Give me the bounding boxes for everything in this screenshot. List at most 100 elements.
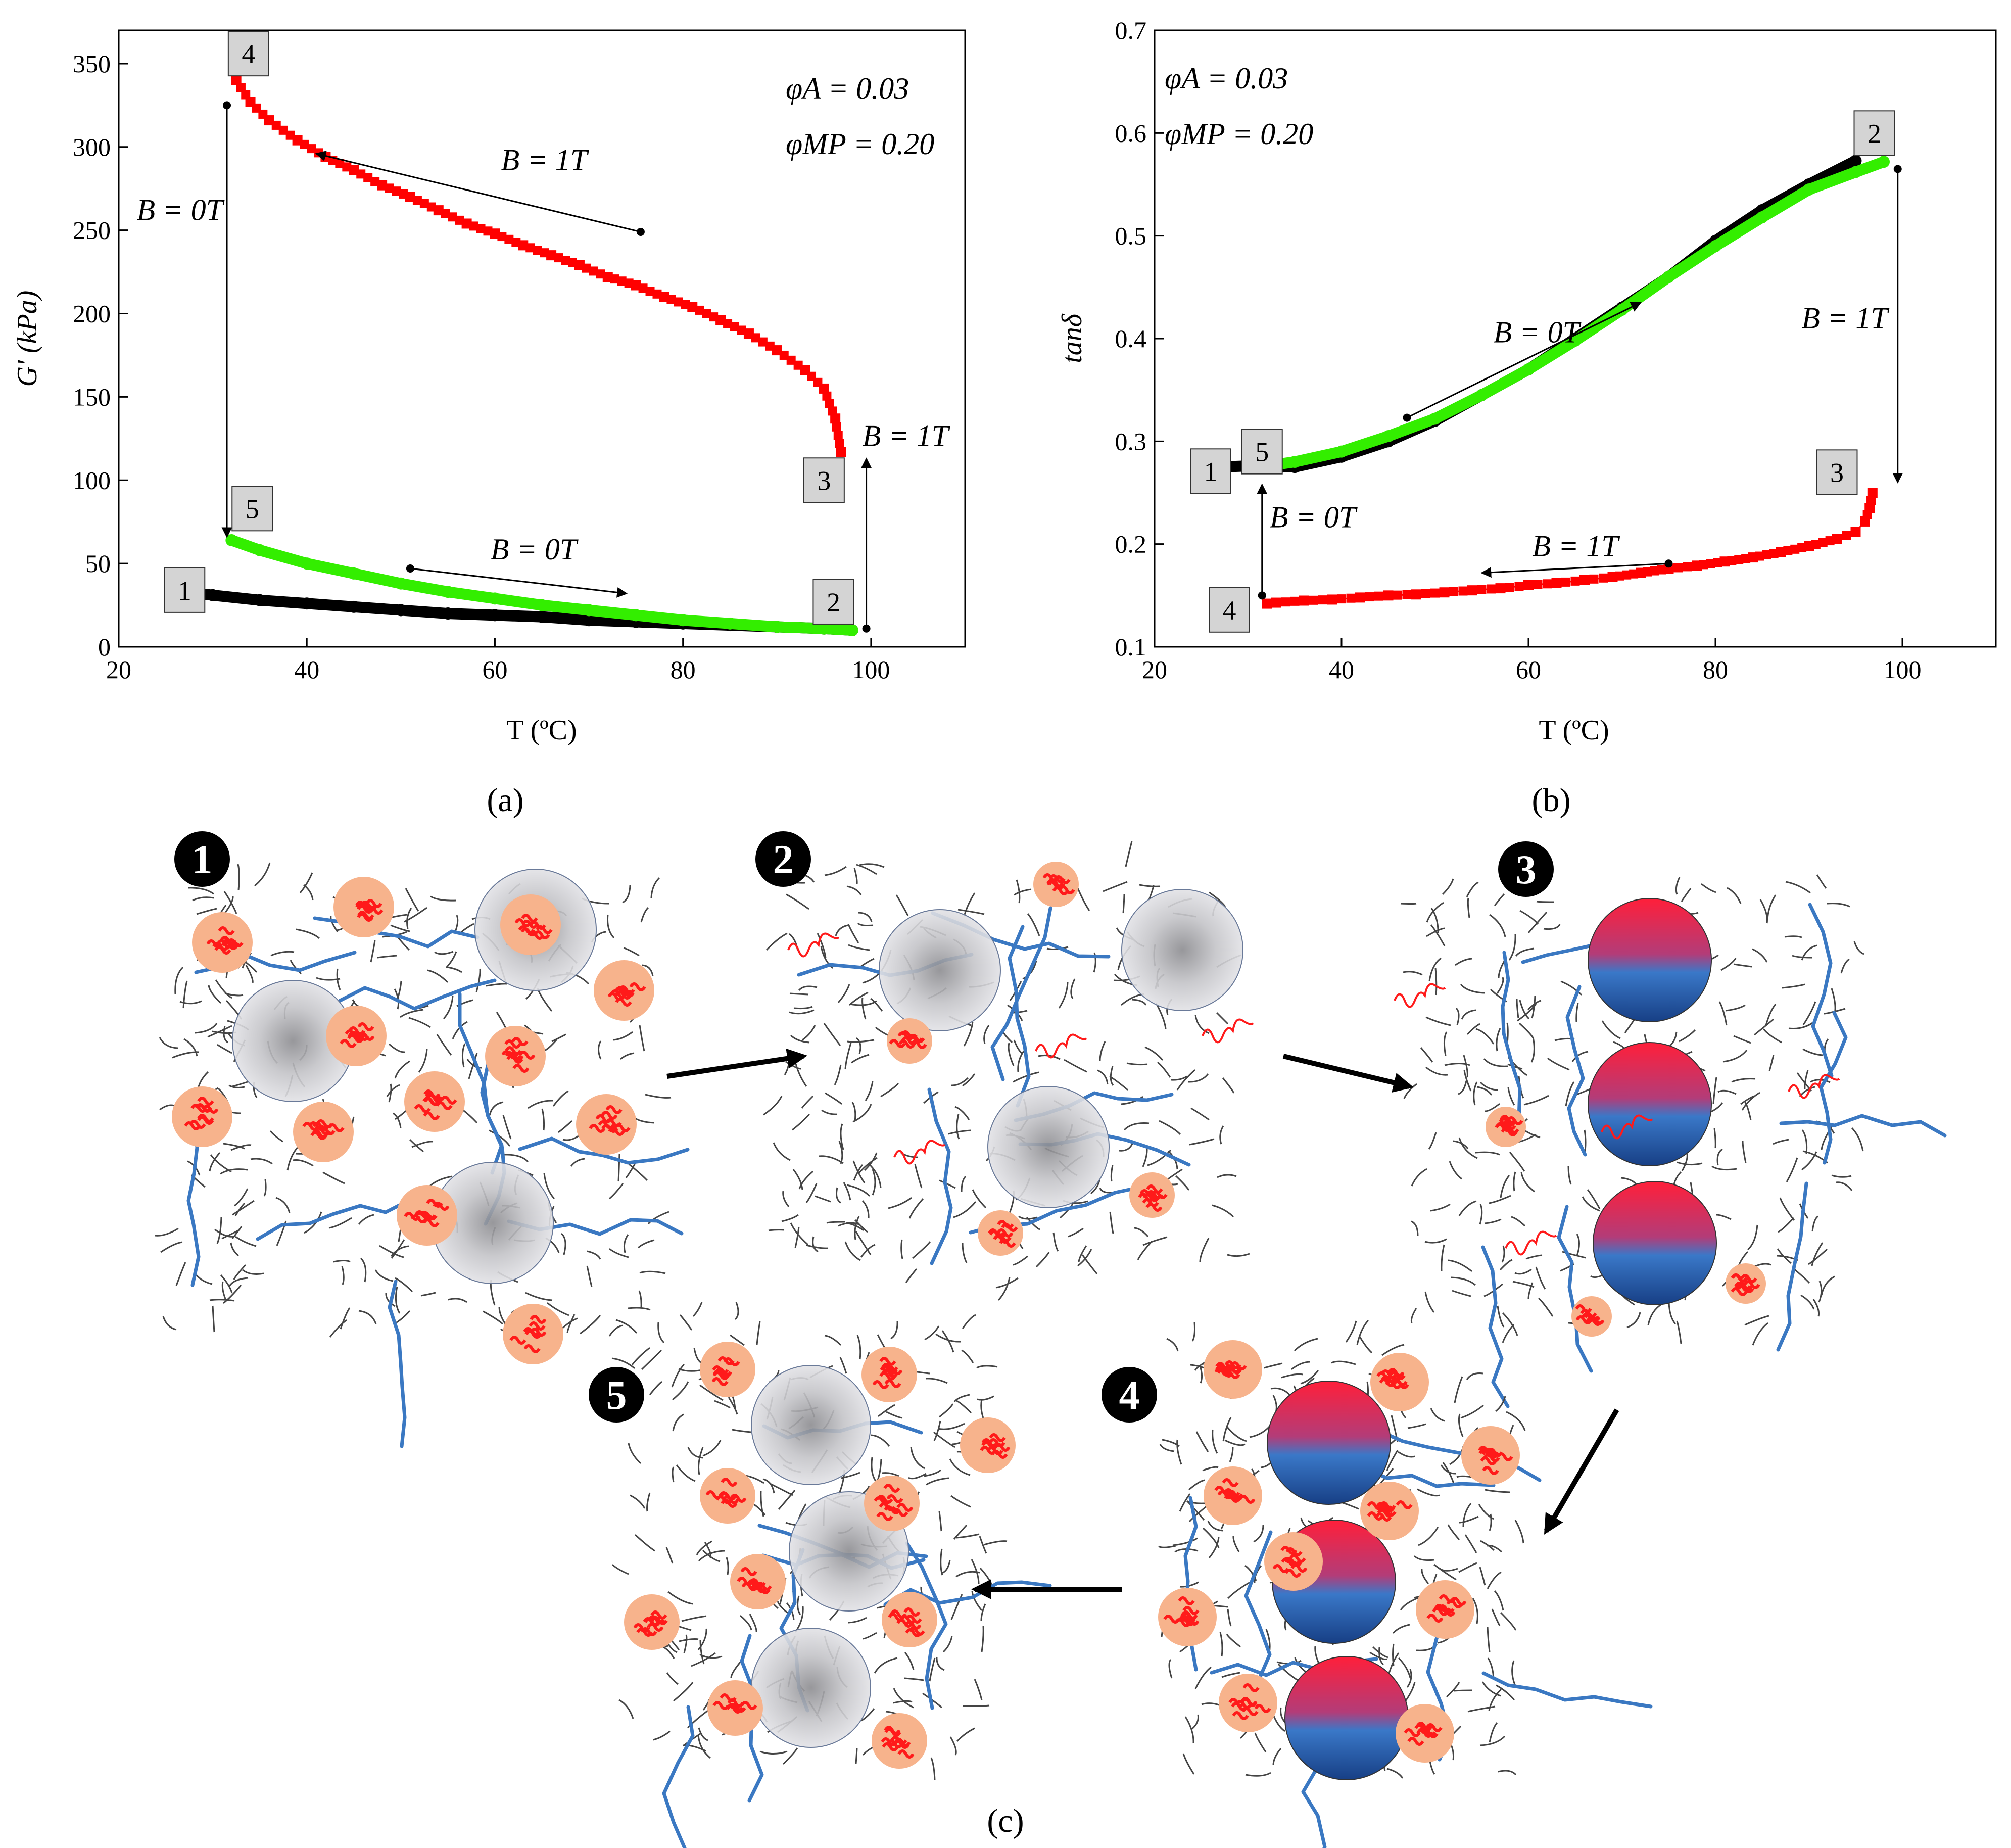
data-point bbox=[1561, 577, 1570, 587]
free-chain bbox=[893, 1140, 946, 1165]
panel-label-a: (a) bbox=[487, 782, 523, 819]
particle bbox=[879, 909, 1001, 1031]
stage-badge bbox=[589, 1367, 644, 1423]
data-point bbox=[666, 295, 676, 304]
data-point bbox=[301, 557, 313, 570]
y-axis-label-b: tanδ bbox=[1057, 313, 1088, 363]
arrow-label: B = 0T bbox=[1493, 316, 1581, 349]
data-point bbox=[476, 224, 486, 233]
stage-4 bbox=[1158, 1312, 1653, 1848]
step-box-number: 5 bbox=[1255, 437, 1269, 467]
micelle-core bbox=[1376, 1368, 1409, 1389]
polymer-chain bbox=[1008, 925, 1031, 1108]
data-point bbox=[638, 283, 648, 293]
x-tick-label: 40 bbox=[1329, 655, 1354, 684]
panel-label-b: (b) bbox=[1532, 782, 1571, 819]
polymer-chain bbox=[388, 1280, 407, 1448]
stage-5 bbox=[611, 1302, 1052, 1848]
micelle-core bbox=[340, 1022, 375, 1048]
data-point bbox=[652, 289, 662, 299]
data-point bbox=[779, 350, 789, 360]
data-point bbox=[1383, 590, 1394, 601]
arrow-label: B = 1T bbox=[1532, 529, 1620, 562]
arrow-label: B = 1T bbox=[1801, 302, 1889, 335]
step-box bbox=[1241, 429, 1283, 475]
data-point bbox=[489, 609, 501, 622]
free-chain bbox=[1035, 1033, 1087, 1059]
micelle-core bbox=[1272, 1546, 1308, 1578]
data-point bbox=[596, 269, 605, 279]
arrow-origin-dot bbox=[406, 564, 414, 573]
x-tick-label: 80 bbox=[671, 655, 696, 684]
magnetized-particle bbox=[1588, 898, 1712, 1022]
process-arrow bbox=[666, 1048, 807, 1079]
micelle-core bbox=[1214, 1478, 1256, 1504]
micelle bbox=[978, 1210, 1023, 1256]
micelle-core bbox=[509, 1315, 547, 1353]
data-point bbox=[832, 422, 841, 432]
data-point bbox=[1318, 595, 1327, 605]
data-point bbox=[1755, 551, 1764, 561]
step-box bbox=[227, 31, 269, 77]
data-point bbox=[1467, 585, 1477, 596]
polymer-chain bbox=[1501, 951, 1522, 1122]
series-line bbox=[1261, 156, 1889, 472]
data-point bbox=[1365, 592, 1374, 602]
data-point bbox=[765, 341, 775, 351]
data-point bbox=[398, 189, 408, 199]
micelle-core bbox=[1575, 1304, 1605, 1326]
polymer-chain bbox=[1481, 1245, 1510, 1408]
micelle-core bbox=[711, 1356, 740, 1386]
micelle-core bbox=[1426, 1594, 1467, 1623]
data-point bbox=[583, 614, 595, 627]
polymer-chain bbox=[1819, 1011, 1848, 1165]
free-chain bbox=[1394, 983, 1446, 1008]
stage-3 bbox=[1394, 858, 1947, 1408]
y-tick-label: 0.5 bbox=[1115, 222, 1147, 250]
micelle-core bbox=[355, 899, 384, 922]
panel-label-c: (c) bbox=[987, 1803, 1024, 1839]
particle bbox=[987, 1086, 1110, 1208]
micelle-core bbox=[874, 1484, 914, 1521]
data-point bbox=[1543, 579, 1552, 589]
data-point bbox=[533, 246, 542, 255]
step-box-number: 3 bbox=[817, 465, 831, 496]
magnetized-particle bbox=[1593, 1181, 1717, 1305]
phi-a-annotation-b: φA = 0.03 bbox=[1165, 62, 1288, 95]
data-point bbox=[1495, 583, 1506, 594]
micelle-core bbox=[633, 1610, 668, 1637]
data-point bbox=[1355, 592, 1365, 603]
free-chain bbox=[787, 932, 840, 958]
data-point bbox=[1429, 412, 1441, 425]
y-tick-label: 0.6 bbox=[1115, 119, 1147, 147]
data-point bbox=[1487, 584, 1496, 594]
annotation-arrow bbox=[1480, 562, 1669, 578]
data-point bbox=[751, 333, 760, 343]
data-point bbox=[392, 186, 401, 196]
y-tick-label: 0.2 bbox=[1115, 530, 1147, 558]
y-tick-label: 350 bbox=[73, 50, 111, 78]
step-box-number: 1 bbox=[178, 576, 191, 606]
data-point bbox=[1878, 156, 1890, 168]
data-point bbox=[1411, 589, 1421, 600]
data-point bbox=[1790, 544, 1800, 554]
data-point bbox=[1756, 211, 1768, 224]
micelle-core bbox=[414, 1089, 457, 1120]
stage-number: 1 bbox=[192, 836, 213, 882]
step-box-number: 3 bbox=[1830, 457, 1844, 488]
data-point bbox=[1727, 556, 1737, 565]
data-point bbox=[385, 183, 394, 193]
data-point bbox=[1570, 576, 1580, 586]
data-point bbox=[497, 232, 507, 242]
micelle-core bbox=[1495, 1115, 1523, 1136]
arrow-label: B = 0T bbox=[1270, 501, 1358, 534]
axes-b: 20 40 60 80 100 0.1 0.2 0.3 0.4 0.5 0.6 0.7 bbox=[1115, 16, 1922, 684]
data-point bbox=[412, 196, 422, 205]
x-tick-label: 20 bbox=[106, 655, 131, 684]
magnetized-particle bbox=[1284, 1656, 1409, 1780]
micelle-core bbox=[1731, 1273, 1760, 1296]
micelle-core bbox=[872, 1357, 903, 1389]
data-point bbox=[674, 297, 683, 307]
arrow-origin-dot bbox=[636, 227, 645, 236]
